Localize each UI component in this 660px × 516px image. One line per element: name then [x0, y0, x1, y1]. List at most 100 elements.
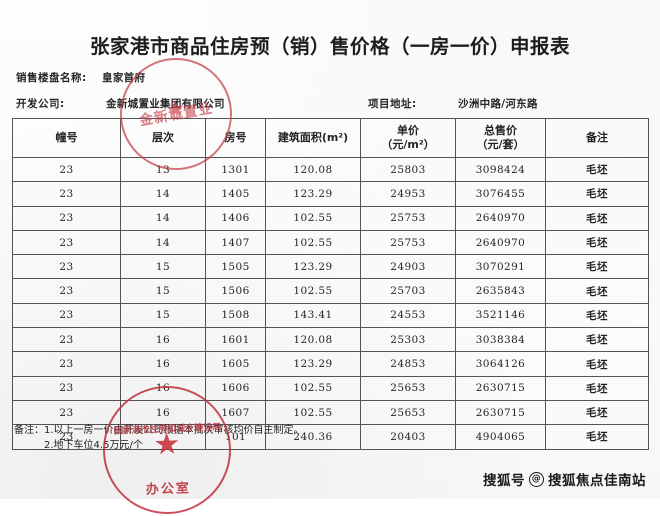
cell-remark: 毛坯 — [545, 351, 649, 377]
column-header-unit-price-label: 单价 — [397, 124, 419, 138]
cell-area: 123.29 — [265, 351, 361, 377]
cell-total-price: 2630715 — [455, 375, 546, 401]
cell-remark: 毛坯 — [545, 229, 649, 256]
cell-floor: 13 — [120, 156, 206, 183]
cell-unit-price: 25703 — [360, 278, 456, 304]
cell-room: 1506 — [205, 278, 266, 304]
column-header-total-price: 总售价 （元/套） — [455, 118, 546, 158]
cell-unit-price: 25753 — [360, 229, 456, 256]
table-row: 23 15 1506 102.55 25703 2635843 毛坯 — [12, 278, 649, 304]
column-header-area-label: 建筑面积(m²) — [277, 131, 349, 145]
column-header-room-label: 房号 — [224, 131, 247, 145]
developer-label: 开发公司: — [16, 98, 65, 110]
cell-total-price: 3064126 — [455, 351, 546, 377]
cell-floor: 15 — [120, 278, 206, 304]
cell-building: 23 — [12, 205, 121, 231]
project-name-value: 皇家首府 — [102, 72, 146, 84]
cell-remark: 毛坯 — [545, 181, 649, 207]
price-declaration-table: 幢号 层次 房号 建筑面积(m²) 单价 （元/m²） 总售价 （元/套） — [12, 118, 649, 450]
cell-remark: 毛坯 — [545, 399, 649, 426]
cell-remark: 毛坯 — [545, 156, 649, 183]
address-label: 项目地址: — [368, 98, 417, 110]
cell-building: 23 — [12, 254, 121, 280]
cell-room: 101 — [205, 424, 266, 450]
at-sign-icon: @ — [529, 471, 544, 487]
cell-total-price: 2630715 — [455, 399, 546, 426]
sohu-watermark: 搜狐号 @ 搜狐焦点佳南站 — [483, 469, 646, 489]
table-row: 23 16 1607 102.55 25653 2630715 毛坯 — [12, 399, 649, 426]
cell-area: 123.29 — [265, 181, 361, 207]
address-field: 项目地址: 沙洲中路/河东路 — [368, 96, 538, 111]
cell-area: 102.55 — [265, 229, 361, 256]
table-row: 23 16 1605 123.29 24853 3064126 毛坯 — [12, 351, 649, 377]
cell-building: 23 — [12, 399, 121, 426]
cell-room: 1301 — [205, 156, 266, 183]
watermark-prefix: 搜狐号 — [483, 473, 525, 489]
cell-unit-price: 25653 — [360, 399, 456, 426]
cell-unit-price: 25653 — [360, 375, 456, 401]
cell-room: 1606 — [205, 375, 266, 401]
cell-floor: 16 — [120, 375, 206, 401]
cell-total-price: 3038384 — [455, 327, 546, 353]
table-row: 23 101 240.36 20403 4904065 毛坯 — [12, 424, 649, 450]
column-header-building-label: 幢号 — [55, 131, 78, 145]
address-value: 沙洲中路/河东路 — [458, 98, 538, 110]
cell-building: 23 — [12, 181, 121, 207]
cell-floor: 16 — [120, 399, 206, 426]
column-header-area: 建筑面积(m²) — [265, 118, 361, 158]
column-header-total-price-label: 总售价 — [484, 124, 517, 138]
cell-total-price: 2640970 — [455, 229, 546, 256]
cell-unit-price: 25303 — [360, 327, 456, 353]
cell-room: 1505 — [205, 254, 266, 280]
table-row: 23 14 1406 102.55 25753 2640970 毛坯 — [12, 205, 649, 231]
cell-remark: 毛坯 — [545, 254, 649, 280]
cell-area: 102.55 — [265, 399, 361, 426]
cell-room: 1405 — [205, 181, 266, 207]
table-row: 23 13 1301 120.08 25803 3098424 毛坯 — [12, 156, 649, 183]
cell-building: 23 — [12, 327, 121, 353]
table-header-row: 幢号 层次 房号 建筑面积(m²) 单价 （元/m²） 总售价 （元/套） — [12, 118, 649, 158]
column-header-room: 房号 — [205, 118, 266, 158]
cell-building: 23 — [12, 302, 121, 329]
cell-total-price: 2640970 — [455, 205, 546, 231]
cell-unit-price: 24953 — [360, 181, 456, 207]
cell-floor: 14 — [120, 205, 206, 231]
cell-room: 1406 — [205, 205, 266, 231]
cell-room: 1605 — [205, 351, 266, 377]
cell-area: 120.08 — [265, 156, 361, 183]
cell-area: 123.29 — [265, 254, 361, 280]
cell-floor: 15 — [120, 254, 206, 280]
cell-building: 23 — [12, 156, 121, 183]
developer-value: 金新城置业集团有限公司 — [106, 98, 225, 110]
note-line-2: 2.地下车位4.5万元/个 — [44, 439, 143, 451]
cell-building: 23 — [12, 424, 121, 450]
table-row: 23 16 1601 120.08 25303 3038384 毛坯 — [12, 327, 649, 353]
column-header-building: 幢号 — [12, 118, 121, 158]
table-row: 23 15 1508 143.41 24553 3521146 毛坯 — [12, 302, 649, 329]
cell-area: 102.55 — [265, 205, 361, 231]
table-body: 23 13 1301 120.08 25803 3098424 毛坯 23 14… — [12, 156, 649, 450]
cell-unit-price: 24903 — [360, 254, 456, 280]
note-line-1: 备注：1.以上一房一价由开发公司根据本批次审核均价自主制定。 — [14, 425, 304, 436]
cell-area: 143.41 — [265, 302, 361, 329]
cell-room: 1607 — [205, 399, 266, 426]
cell-unit-price: 25753 — [360, 205, 456, 231]
column-header-remark-label: 备注 — [586, 131, 608, 145]
table-row: 23 16 1606 102.55 25653 2630715 毛坯 — [12, 375, 649, 401]
cell-remark: 毛坯 — [545, 302, 649, 329]
cell-remark: 毛坯 — [545, 375, 649, 401]
cell-unit-price: 20403 — [360, 424, 456, 450]
cell-remark: 毛坯 — [545, 424, 649, 450]
cell-unit-price: 25803 — [360, 156, 456, 183]
developer-field: 开发公司: 金新城置业集团有限公司 — [16, 96, 225, 111]
cell-total-price: 3070291 — [455, 254, 546, 280]
official-seal-office-label: 办公室 — [145, 481, 192, 498]
footer-notes: 备注：1.以上一房一价由开发公司根据本批次审核均价自主制定。 2.地下车位4.5… — [14, 424, 304, 453]
cell-area: 102.55 — [265, 278, 361, 304]
cell-room: 1407 — [205, 229, 266, 256]
cell-building: 23 — [12, 351, 121, 377]
cell-remark: 毛坯 — [545, 278, 649, 304]
column-header-unit-price-sublabel: （元/m²） — [381, 138, 435, 151]
cell-remark: 毛坯 — [545, 327, 649, 353]
